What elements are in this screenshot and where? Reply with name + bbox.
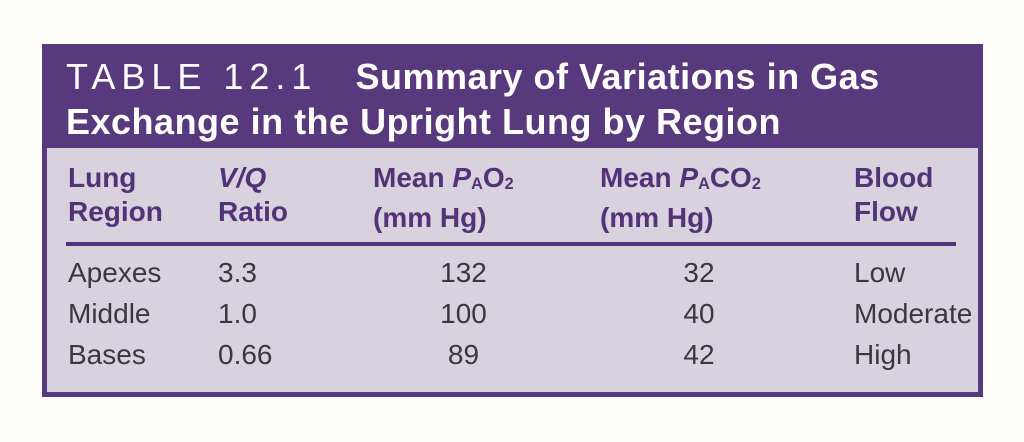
column-header-lung-region: Lung Region	[68, 161, 218, 235]
table-title-text-1: Summary of Variations in Gas	[355, 56, 880, 97]
gas-formula: CO	[709, 162, 752, 193]
table-rows: Apexes 3.3 132 32 Low Middle 1.0 100 40 …	[47, 252, 978, 375]
column-header-vq-ratio: V/Q Ratio	[218, 161, 373, 235]
header-line: Blood	[854, 162, 934, 193]
mean-label: Mean	[600, 162, 672, 193]
alveolar-subscript: A	[698, 174, 710, 193]
cell-paco2: 32	[683, 256, 715, 288]
table-row-apexes: Apexes 3.3 132 32 Low	[47, 252, 978, 293]
mean-label: Mean	[373, 162, 445, 193]
cell-blood-flow: Low	[854, 256, 906, 288]
header-line: Mean PAO2	[373, 161, 600, 201]
cell-pao2: 132	[440, 256, 487, 288]
column-header-blood-flow: Blood Flow	[854, 161, 956, 235]
header-units: (mm Hg)	[373, 201, 487, 233]
alveolar-subscript: A	[471, 174, 483, 193]
cell-vq-ratio: 0.66	[218, 338, 273, 370]
cell-vq-ratio: 1.0	[218, 297, 257, 329]
table-title-band: TABLE 12.1 Summary of Variations in Gas E…	[47, 49, 978, 148]
table-number-label: TABLE 12.1	[66, 56, 318, 97]
gas-formula: O	[482, 162, 505, 193]
cell-blood-flow: High	[854, 338, 912, 370]
table-12-1: TABLE 12.1 Summary of Variations in Gas E…	[42, 44, 983, 397]
column-header-mean-paco2: Mean PACO2 (mm Hg)	[600, 161, 854, 235]
cell-pao2: 89	[447, 338, 480, 370]
cell-blood-flow: Moderate	[854, 297, 973, 329]
column-headers: Lung Region V/Q Ratio Mean PAO2 (mm Hg) M…	[47, 161, 978, 235]
cell-pao2: 100	[440, 297, 487, 329]
pressure-symbol: P	[452, 162, 472, 193]
header-line: Lung	[68, 162, 137, 193]
header-line: Flow	[854, 196, 918, 227]
cell-paco2: 40	[683, 297, 715, 329]
column-header-mean-pao2: Mean PAO2 (mm Hg)	[373, 161, 600, 235]
header-line: Mean PACO2	[600, 161, 854, 201]
cell-paco2: 42	[683, 338, 715, 370]
gas-formula-subscript: 2	[504, 174, 514, 193]
pressure-symbol: P	[679, 162, 699, 193]
cell-region: Bases	[68, 338, 146, 370]
cell-vq-ratio: 3.3	[218, 256, 257, 288]
header-underline	[66, 241, 956, 246]
table-row-bases: Bases 0.66 89 42 High	[47, 334, 978, 375]
header-line: Region	[68, 196, 163, 227]
header-line: Ratio	[218, 196, 288, 227]
header-line: V/Q	[218, 162, 267, 193]
cell-region: Middle	[68, 297, 151, 329]
table-body: Lung Region V/Q Ratio Mean PAO2 (mm Hg) M…	[47, 161, 978, 375]
cell-region: Apexes	[68, 256, 162, 288]
gas-formula-subscript: 2	[751, 174, 761, 193]
table-title-text-2: Exchange in the Upright Lung by Region	[66, 101, 782, 142]
table-row-middle: Middle 1.0 100 40 Moderate	[47, 293, 978, 334]
table-title-line-1: TABLE 12.1 Summary of Variations in Gas	[66, 54, 970, 99]
header-units: (mm Hg)	[600, 201, 714, 233]
